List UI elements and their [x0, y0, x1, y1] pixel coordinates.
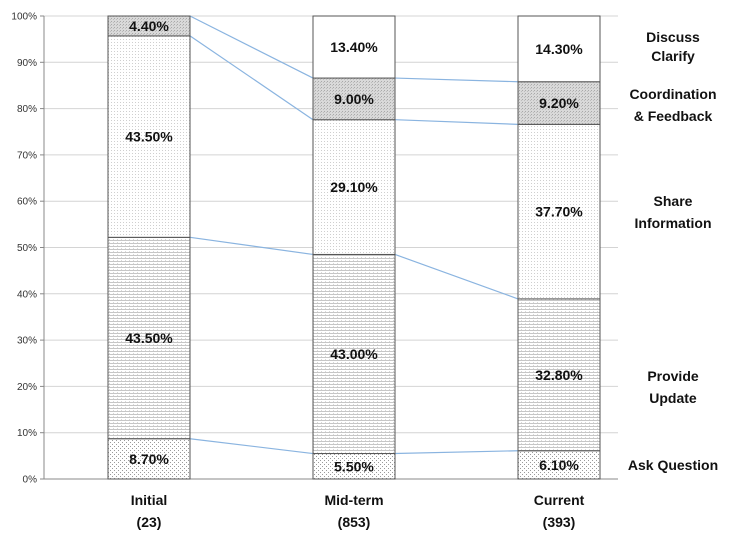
data-label: 29.10% [330, 179, 378, 195]
data-label: 8.70% [129, 451, 169, 467]
bar-segment [517, 81, 601, 125]
connector-line [189, 35, 314, 121]
data-label: 5.50% [334, 458, 374, 474]
data-labels: 8.70% 43.50% 43.50% 4.40% 5.50% 43.00% 29.10% 9… [125, 18, 583, 474]
connector-line [394, 77, 519, 83]
connector-line [189, 438, 314, 455]
y-axis-ticks: 0% 10% 20% 30% 40% 50% 60% 70% 80% 90% 100% [11, 12, 618, 486]
legend-label: Share [654, 193, 693, 209]
data-label: 13.40% [330, 39, 378, 55]
bar-segment [107, 236, 191, 440]
bar-segment [312, 77, 396, 121]
data-label: 4.40% [129, 18, 169, 34]
data-label: 6.10% [539, 457, 579, 473]
category-label: Initial [131, 492, 168, 508]
y-tick-label: 20% [17, 382, 37, 393]
data-label: 43.00% [330, 346, 378, 362]
bar-segment [517, 298, 601, 452]
category-count-label: (393) [543, 514, 576, 530]
y-tick-label: 100% [11, 12, 37, 23]
y-tick-label: 50% [17, 243, 37, 254]
data-label: 32.80% [535, 367, 583, 383]
y-tick-label: 0% [23, 475, 38, 486]
legend-label: Information [635, 215, 712, 231]
y-tick-label: 30% [17, 336, 37, 347]
legend-label: Discuss [646, 29, 700, 45]
bar-segment [517, 15, 601, 83]
bar-segment [312, 453, 396, 480]
bar-segment [312, 15, 396, 79]
series-connector-lines [189, 15, 519, 455]
data-label: 9.20% [539, 95, 579, 111]
bar-segment [107, 35, 191, 238]
bar-segment [517, 123, 601, 300]
legend-label: Provide [647, 368, 699, 384]
y-tick-label: 70% [17, 150, 37, 161]
connector-line [394, 450, 519, 455]
legend-label: Ask Question [628, 457, 718, 473]
legend-label: & Feedback [634, 108, 713, 124]
category-count-label: (23) [137, 514, 162, 530]
category-count-label: (853) [338, 514, 371, 530]
category-label: Current [534, 492, 585, 508]
x-axis-categories: Initial (23) Mid-term (853) Current (393) [131, 492, 585, 530]
legend: Discuss Clarify Coordination & Feedback Shar… [628, 29, 718, 473]
y-tick-label: 80% [17, 104, 37, 115]
bar-segment [312, 253, 396, 455]
connector-line [394, 119, 519, 125]
category-label: Mid-term [324, 492, 383, 508]
legend-label: Update [649, 390, 697, 406]
y-tick-label: 10% [17, 428, 37, 439]
data-label: 9.00% [334, 91, 374, 107]
legend-label: Clarify [651, 48, 695, 64]
connector-line [189, 236, 314, 256]
connector-line [394, 253, 519, 300]
bar-segment [107, 15, 191, 37]
data-label: 43.50% [125, 129, 173, 145]
y-tick-label: 40% [17, 289, 37, 300]
connector-line [189, 15, 314, 79]
bar-segment [107, 438, 191, 480]
bar-segment [312, 119, 396, 255]
bars [107, 15, 601, 480]
y-tick-label: 60% [17, 197, 37, 208]
y-tick-label: 90% [17, 58, 37, 69]
legend-label: Coordination [629, 86, 716, 102]
data-label: 14.30% [535, 41, 583, 57]
data-label: 37.70% [535, 204, 583, 220]
bar-segment [517, 450, 601, 480]
data-label: 43.50% [125, 330, 173, 346]
